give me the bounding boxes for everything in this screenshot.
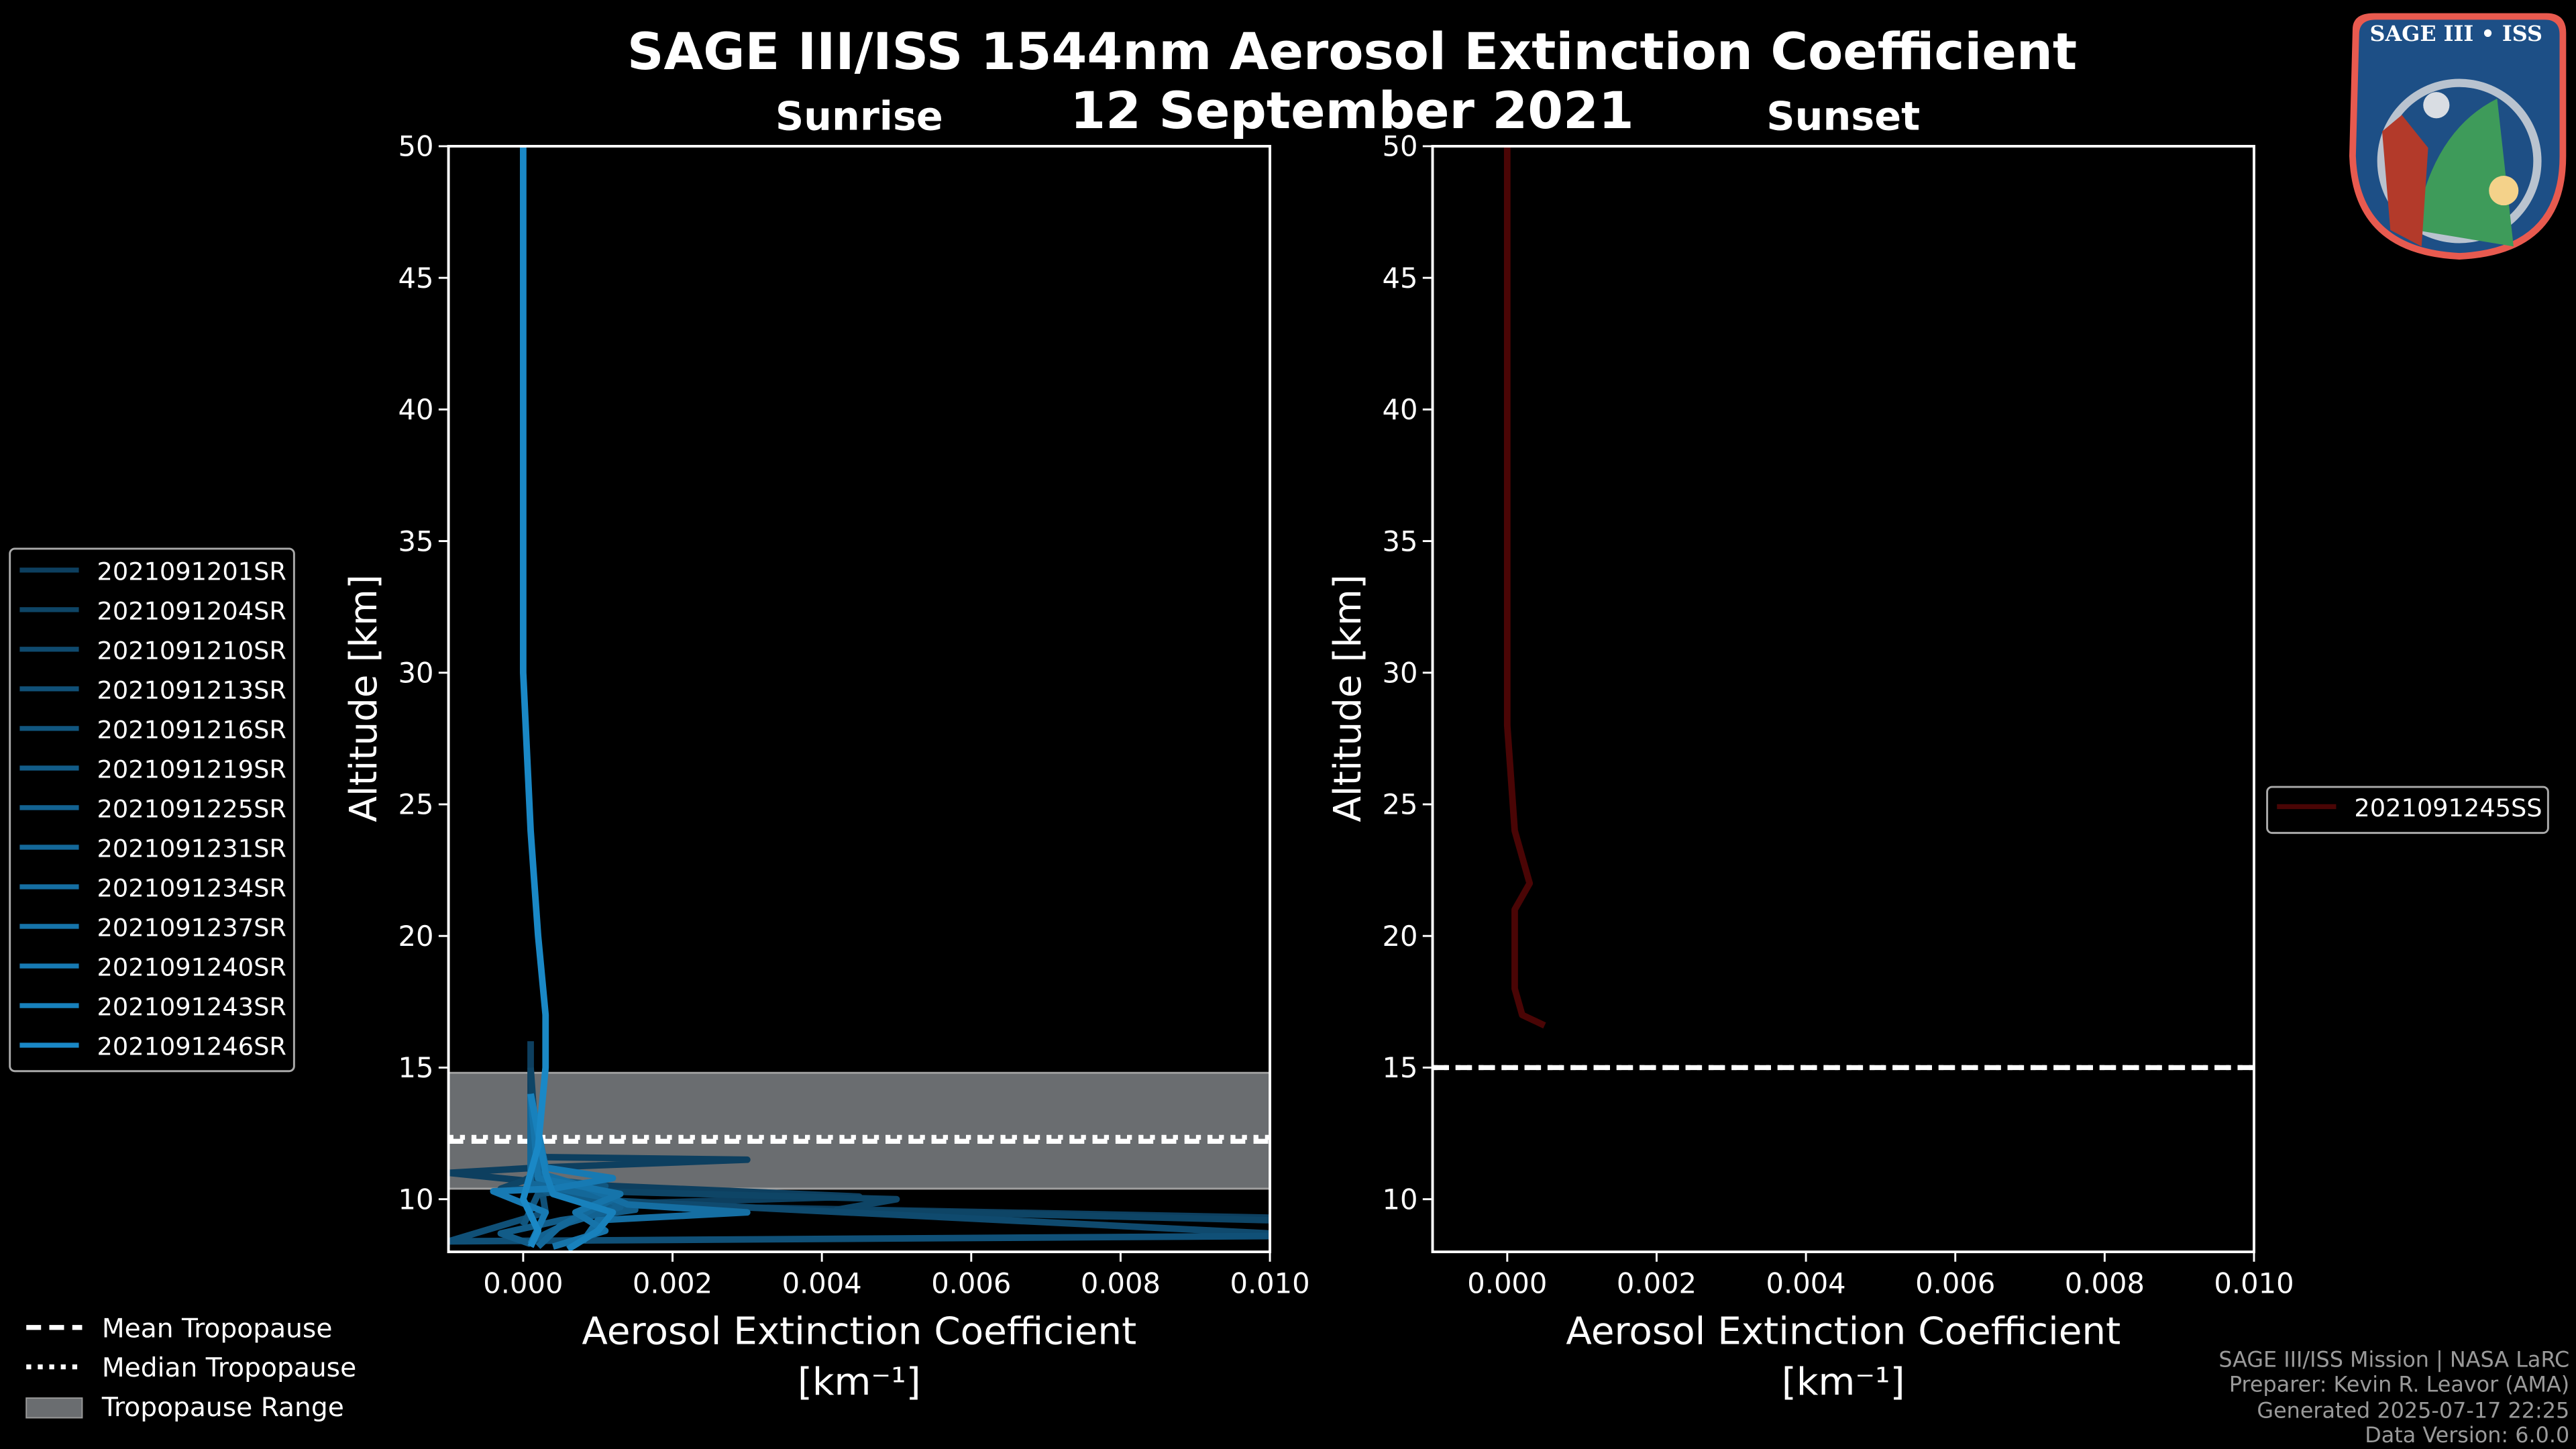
legend-label: 2021091240SR <box>97 953 286 982</box>
y-tick-label: 20 <box>1383 920 1418 953</box>
sunset-y-label: Altitude [km] <box>1326 574 1370 822</box>
sage-iii-iss-logo: SAGE III • ISS <box>2349 13 2567 260</box>
legend-label: 2021091216SR <box>97 716 286 745</box>
legend-label: 2021091201SR <box>97 557 286 586</box>
sunset-x-unit: [km⁻¹] <box>1782 1360 1905 1404</box>
sunset-plot-frame <box>1431 145 2255 1254</box>
sunrise-tropopause-range <box>447 1071 1271 1190</box>
x-tick-label: 0.004 <box>782 1267 862 1299</box>
y-tick-label: 40 <box>1383 393 1418 426</box>
y-tick-label: 30 <box>398 656 434 689</box>
mean-tropopause-label: Mean Tropopause <box>102 1313 333 1344</box>
legend-label: 2021091245SS <box>2354 794 2542 822</box>
y-tick-label: 45 <box>1383 262 1418 294</box>
footer-generated: Generated 2025-07-17 22:25 <box>2257 1397 2569 1423</box>
sunrise-title: Sunrise <box>775 93 943 139</box>
legend-label: 2021091231SR <box>97 835 286 863</box>
y-tick-label: 25 <box>398 788 434 821</box>
x-tick-label: 0.002 <box>1617 1267 1697 1299</box>
sunrise-legend: 2021091201SR 2021091204SR 2021091210SR 2021… <box>9 547 295 1073</box>
legend-label: 2021091237SR <box>97 914 286 943</box>
y-tick-label: 15 <box>1383 1051 1418 1084</box>
x-tick-label: 0.002 <box>633 1267 712 1299</box>
y-tick-label: 30 <box>1383 656 1418 689</box>
y-tick-label: 15 <box>398 1051 434 1084</box>
tropopause-range-label: Tropopause Range <box>101 1393 344 1423</box>
footer-preparer: Preparer: Kevin R. Leavor (AMA) <box>2229 1371 2569 1397</box>
tropopause-range-swatch <box>25 1397 83 1419</box>
figure-subtitle: 12 September 2021 <box>1070 81 1633 140</box>
y-tick-label: 45 <box>398 262 434 294</box>
x-tick-label: 0.006 <box>931 1267 1011 1299</box>
footer-credits: SAGE III/ISS Mission | NASA LaRC Prepare… <box>2218 1347 2569 1448</box>
median-tropopause-label: Median Tropopause <box>102 1353 356 1383</box>
sunrise-x-unit: [km⁻¹] <box>798 1360 921 1404</box>
tropopause-legend: Mean Tropopause Median Tropopause Tropop… <box>25 1313 356 1423</box>
sunrise-x-label: Aerosol Extinction Coefficient <box>582 1309 1136 1353</box>
y-tick-label: 50 <box>398 130 434 163</box>
y-tick-label: 40 <box>398 393 434 426</box>
logo-text: SAGE III • ISS <box>2369 21 2542 46</box>
y-tick-label: 35 <box>398 525 434 557</box>
y-tick-label: 10 <box>398 1183 434 1216</box>
x-tick-label: 0.008 <box>2065 1267 2145 1299</box>
sunrise-panel: Sunrise Aerosol Extinction Coefficient [… <box>342 93 1310 1404</box>
sunset-series <box>1503 146 1546 1029</box>
series-line-2021091245SS <box>1503 146 1546 1029</box>
sunset-panel: Sunset Aerosol Extinction Coefficient [k… <box>1326 93 2294 1404</box>
legend-label: 2021091243SR <box>97 993 286 1022</box>
sunrise-y-label: Altitude [km] <box>342 574 386 822</box>
figure-title: SAGE III/ISS 1544nm Aerosol Extinction C… <box>627 22 2077 81</box>
y-tick-label: 10 <box>1383 1183 1418 1216</box>
legend-label: 2021091210SR <box>97 637 286 665</box>
series-line-2021091246SR <box>519 146 549 1248</box>
y-tick-label: 25 <box>1383 788 1418 821</box>
x-tick-label: 0.000 <box>483 1267 563 1299</box>
legend-label: 2021091204SR <box>97 597 286 626</box>
sunrise-series <box>448 146 1271 1252</box>
x-tick-label: 0.000 <box>1467 1267 1547 1299</box>
sunset-title: Sunset <box>1766 93 1920 139</box>
x-tick-label: 0.010 <box>1230 1267 1309 1299</box>
legend-label: 2021091234SR <box>97 874 286 903</box>
footer-version: Data Version: 6.0.0 <box>2365 1422 2569 1448</box>
footer-mission: SAGE III/ISS Mission | NASA LaRC <box>2218 1347 2569 1373</box>
y-tick-label: 35 <box>1383 525 1418 557</box>
sunset-x-label: Aerosol Extinction Coefficient <box>1566 1309 2121 1353</box>
sunset-legend: 2021091245SS <box>2266 786 2549 835</box>
y-tick-label: 50 <box>1383 130 1418 163</box>
legend-label: 2021091213SR <box>97 676 286 705</box>
x-tick-label: 0.010 <box>2214 1267 2294 1299</box>
x-tick-label: 0.006 <box>1915 1267 1995 1299</box>
x-tick-label: 0.008 <box>1081 1267 1161 1299</box>
legend-label: 2021091219SR <box>97 755 286 784</box>
y-tick-label: 20 <box>398 920 434 953</box>
sunrise-plot-frame <box>447 145 1272 1254</box>
legend-label: 2021091225SR <box>97 795 286 824</box>
series-line-2021091243SR <box>527 1093 616 1252</box>
legend-label: 2021091246SR <box>97 1032 286 1061</box>
x-tick-label: 0.004 <box>1766 1267 1846 1299</box>
